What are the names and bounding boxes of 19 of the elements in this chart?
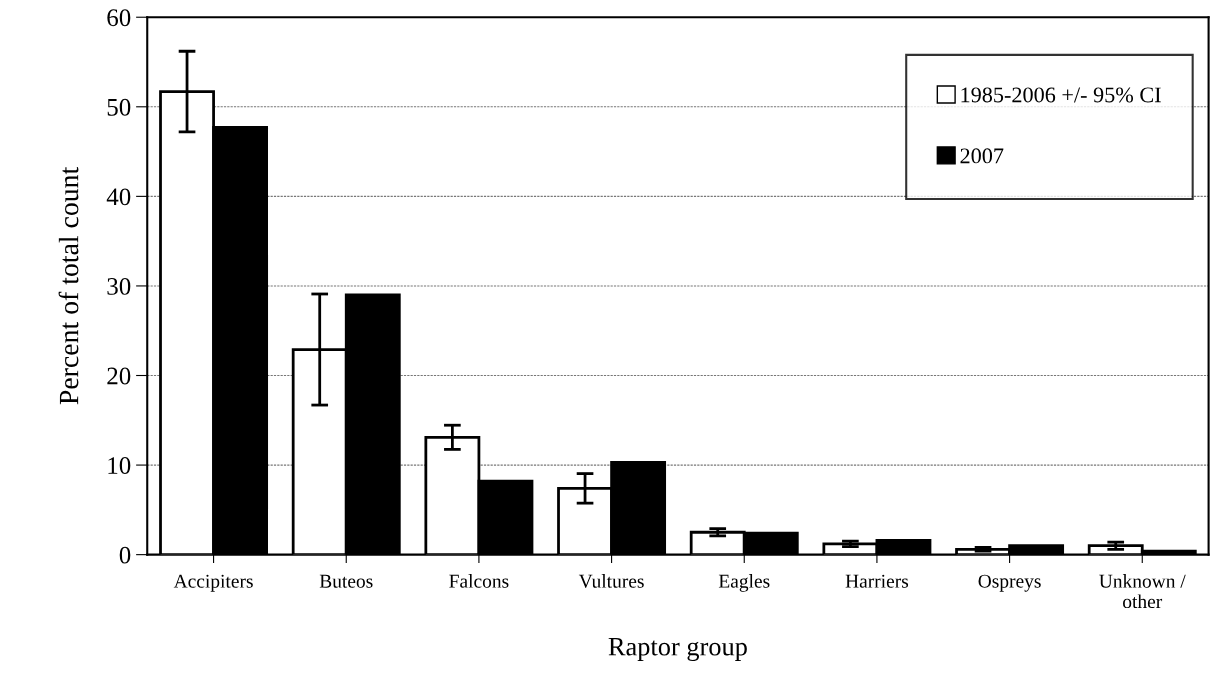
x-tick-label: Unknown / other [1099,574,1186,609]
y-tick-label: 50 [107,98,131,116]
y-tick-label: 10 [108,457,131,474]
y-tick-label: 30 [107,277,131,295]
x-tick-label: Vultures [578,574,644,588]
x-tick-label: Falcons [449,574,509,588]
legend-label: 2007 [960,148,1004,164]
y-tick-label: 0 [119,546,131,564]
x-tick-label: Accipiters [173,574,253,592]
x-tick-label: Buteos [319,574,373,588]
y-tick-label: 40 [106,188,131,206]
y-tick-label: 60 [107,9,131,27]
x-tick-label: Ospreys [978,574,1041,592]
x-tick-label: Eagles [718,574,770,592]
x-tick-label: Harriers [845,574,909,588]
y-axis-title: Percent of total count [58,166,79,405]
y-tick-label: 20 [107,367,131,385]
legend-label: 1985-2006 +/- 95% CI [961,87,1161,103]
x-axis-title: Raptor group [608,638,747,661]
